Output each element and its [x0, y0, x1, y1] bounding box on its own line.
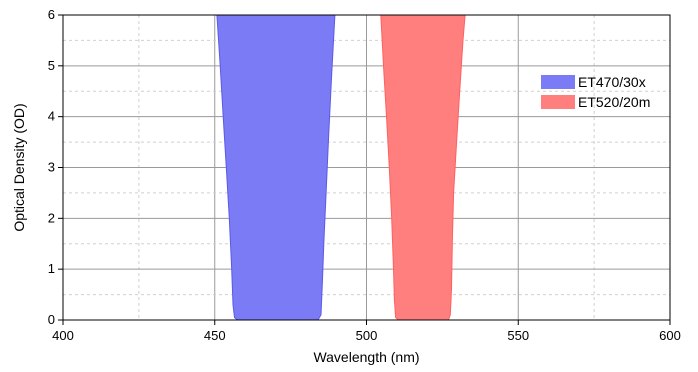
y-tick-label: 3 [48, 160, 55, 175]
y-tick-label: 4 [48, 109, 55, 124]
x-axis-label: Wavelength (nm) [313, 349, 419, 365]
legend-label-2: ET520/20m [578, 94, 650, 110]
legend: ET470/30x ET520/20m [541, 74, 650, 110]
legend-label-1: ET470/30x [578, 74, 646, 90]
x-tick-label: 550 [507, 328, 529, 343]
y-axis-label: Optical Density (OD) [11, 103, 27, 231]
x-tick-label: 600 [659, 328, 681, 343]
grid [63, 15, 670, 320]
y-tick-label: 0 [48, 312, 55, 327]
x-tick-label: 450 [204, 328, 226, 343]
y-tick-label: 6 [48, 7, 55, 22]
series-layer [216, 14, 466, 321]
x-tick-label: 400 [52, 328, 74, 343]
x-tick-label: 500 [356, 328, 378, 343]
y-tick-label: 1 [48, 261, 55, 276]
legend-swatch-2 [541, 95, 575, 109]
y-tick-label: 2 [48, 210, 55, 225]
legend-swatch-1 [541, 75, 575, 89]
ticks: 400 450 500 550 600 0 1 2 3 4 5 6 [48, 7, 681, 343]
y-tick-label: 5 [48, 58, 55, 73]
series-area-1 [216, 14, 336, 321]
